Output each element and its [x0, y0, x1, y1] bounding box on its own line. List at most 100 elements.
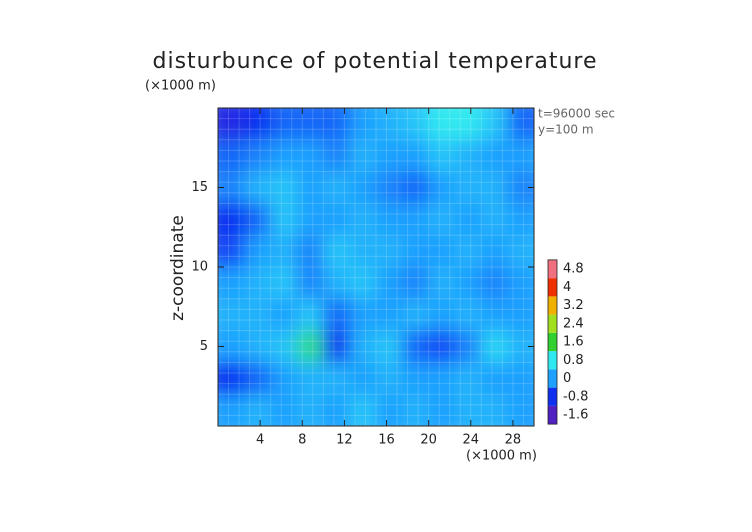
- chart-title: disturbunce of potential temperature: [153, 49, 598, 74]
- cell: [402, 235, 430, 268]
- cell: [428, 235, 456, 268]
- colorbar-band: [548, 314, 557, 333]
- cell: [218, 139, 245, 173]
- cell: [402, 203, 430, 236]
- cell: [297, 394, 324, 426]
- cell: [270, 298, 298, 332]
- cell: [297, 362, 324, 395]
- cell: [481, 235, 509, 268]
- colorbar-band: [548, 387, 557, 406]
- cell: [297, 330, 324, 363]
- cell: [323, 362, 351, 395]
- cell: [297, 139, 324, 173]
- cell: [323, 108, 351, 141]
- cell: [270, 362, 298, 395]
- cell: [349, 108, 377, 141]
- cell: [297, 235, 324, 268]
- cell: [244, 298, 272, 332]
- colorbar-label: 3.2: [563, 298, 584, 313]
- field: [218, 108, 534, 426]
- cell: [507, 362, 534, 395]
- cell: [481, 267, 509, 300]
- cell: [244, 362, 272, 395]
- cell: [376, 330, 403, 363]
- cell: [402, 267, 430, 300]
- cell: [349, 330, 377, 363]
- colorbar-label: -0.8: [563, 389, 588, 404]
- colorbar-label: -1.6: [563, 408, 588, 423]
- cell: [349, 394, 377, 426]
- cell: [270, 203, 298, 236]
- x-tick-label: 4: [256, 433, 264, 448]
- cell: [481, 203, 509, 236]
- cell: [349, 235, 377, 268]
- cell: [402, 394, 430, 426]
- cell: [507, 394, 534, 426]
- cell: [507, 108, 534, 141]
- colorbar-band: [548, 332, 557, 352]
- cell: [218, 267, 245, 300]
- cell: [402, 139, 430, 173]
- x-tick-label: 16: [378, 433, 395, 448]
- cells: [218, 108, 534, 426]
- cell: [481, 171, 509, 204]
- cell: [349, 298, 377, 332]
- cell: [349, 139, 377, 173]
- cell: [376, 139, 403, 173]
- x-unit-label: (×1000 m): [466, 449, 537, 464]
- cell: [349, 203, 377, 236]
- cell: [244, 171, 272, 204]
- cell: [376, 298, 403, 332]
- cell: [218, 362, 245, 395]
- cell: [376, 171, 403, 204]
- cell: [455, 394, 482, 426]
- cell: [297, 298, 324, 332]
- cell: [218, 394, 245, 426]
- x-tick-label: 20: [420, 433, 437, 448]
- cell: [428, 171, 456, 204]
- y-tick-label: 5: [200, 339, 208, 354]
- colorbar-band: [548, 405, 557, 425]
- cell: [428, 330, 456, 363]
- cell: [297, 267, 324, 300]
- cell: [428, 108, 456, 141]
- cell: [376, 362, 403, 395]
- y-unit-label: (×1000 m): [145, 79, 216, 94]
- colorbar-label: 0: [563, 371, 571, 386]
- colorbar-band: [548, 278, 557, 297]
- colorbar-band: [548, 259, 557, 279]
- y-tick-label: 15: [191, 180, 208, 195]
- cell: [455, 298, 482, 332]
- cell: [218, 235, 245, 268]
- cell: [507, 235, 534, 268]
- cell: [270, 330, 298, 363]
- cell: [244, 139, 272, 173]
- colorbar-band: [548, 369, 557, 388]
- cell: [455, 139, 482, 173]
- cell: [270, 267, 298, 300]
- x-tick-label: 28: [505, 433, 522, 448]
- cell: [244, 330, 272, 363]
- cell: [218, 203, 245, 236]
- cell: [376, 235, 403, 268]
- cell: [218, 298, 245, 332]
- cell: [455, 267, 482, 300]
- colorbar-frame: [547, 259, 558, 425]
- cell: [244, 267, 272, 300]
- cell: [507, 203, 534, 236]
- cell: [323, 394, 351, 426]
- cell: [270, 235, 298, 268]
- cell: [507, 330, 534, 363]
- cell: [428, 394, 456, 426]
- cell: [244, 394, 272, 426]
- colorbar-band: [548, 351, 557, 370]
- cell: [402, 171, 430, 204]
- cell: [323, 267, 351, 300]
- colorbar-band: [548, 296, 557, 315]
- cell: [455, 235, 482, 268]
- cell: [323, 235, 351, 268]
- cell: [349, 362, 377, 395]
- x-tick-label: 24: [463, 433, 480, 448]
- cell: [376, 394, 403, 426]
